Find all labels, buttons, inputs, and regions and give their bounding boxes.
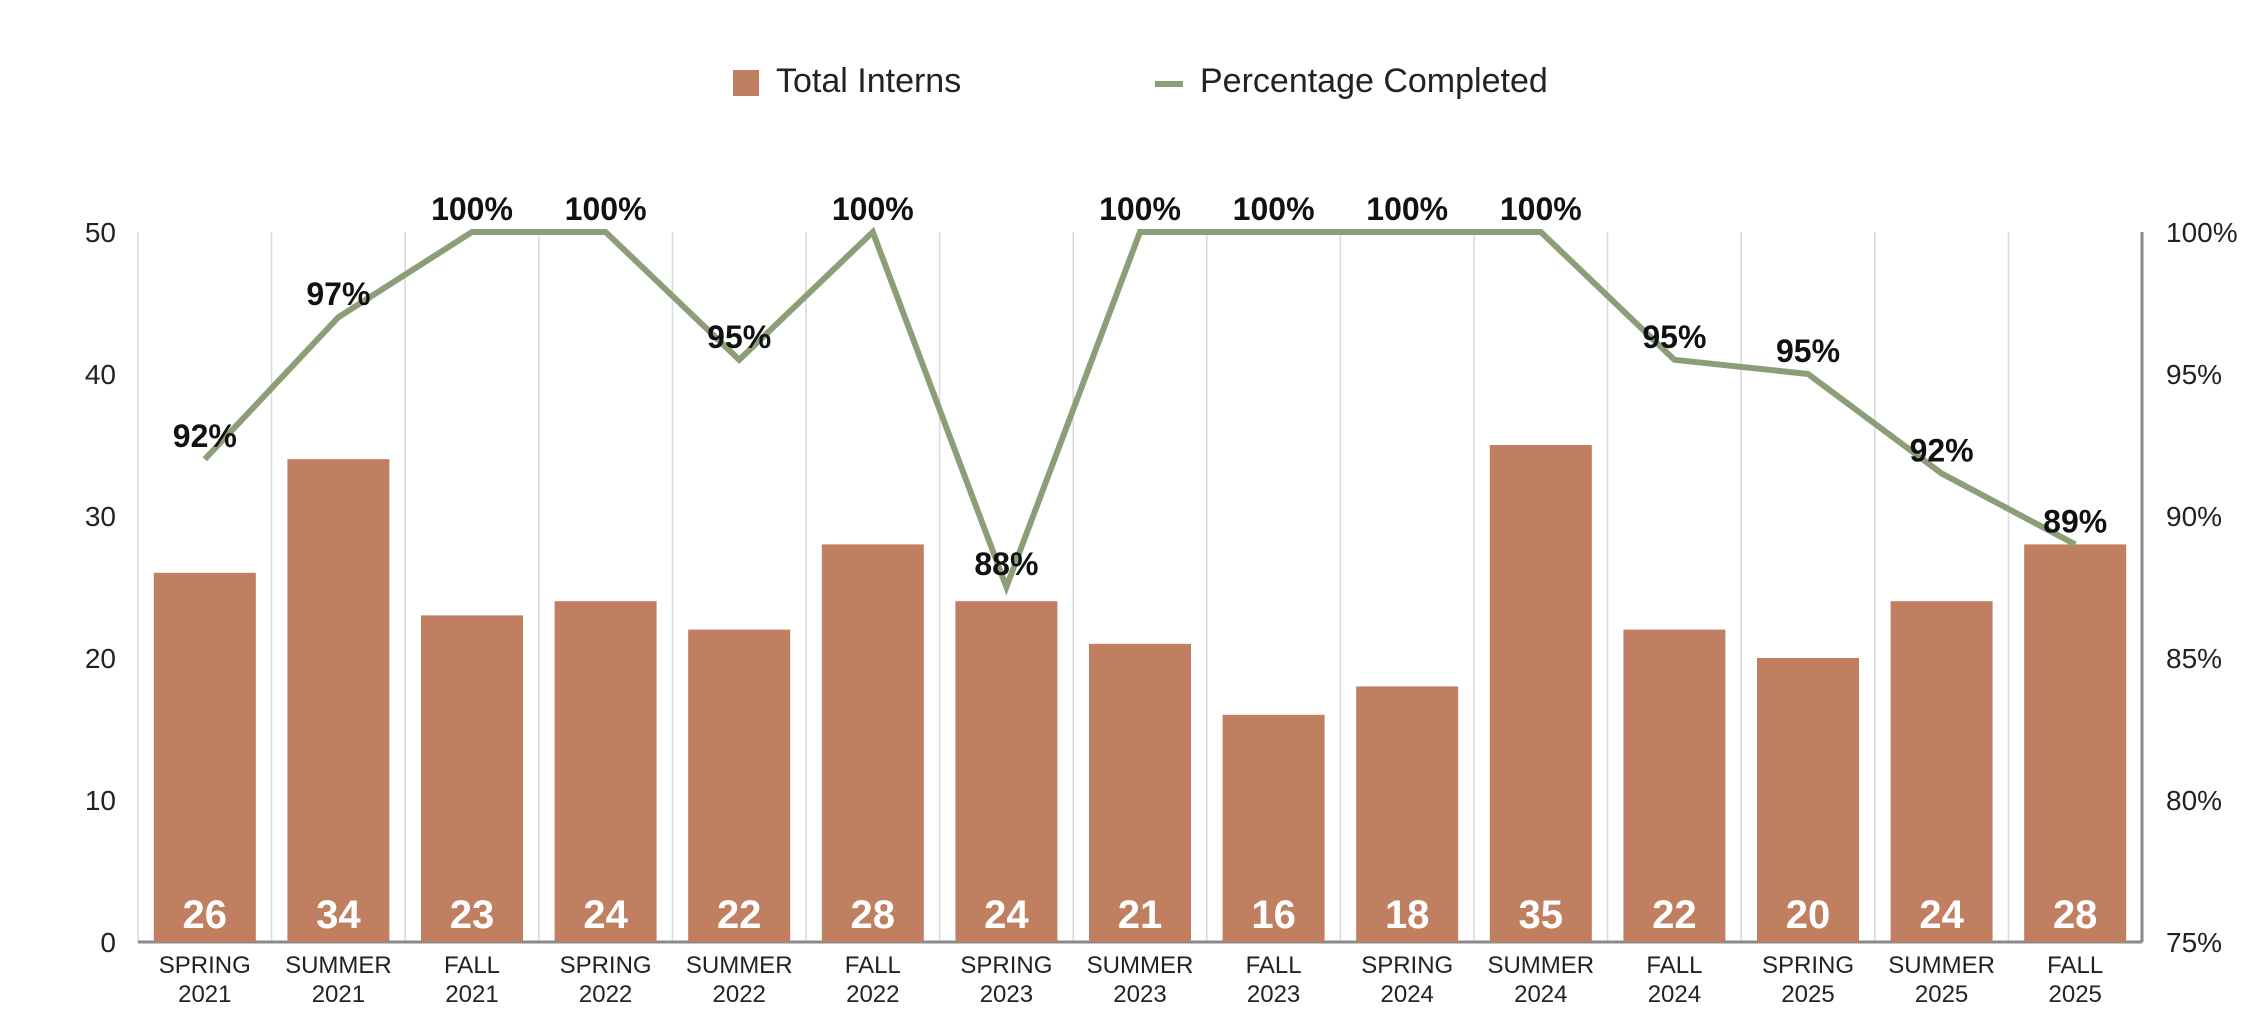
bar [1623, 629, 1726, 942]
line-value-label: 95% [1776, 333, 1840, 369]
left-axis-tick-label: 10 [85, 785, 116, 816]
bar-value-label: 18 [1385, 893, 1430, 937]
left-axis-tick-label: 20 [85, 643, 116, 674]
bar-value-label: 24 [1919, 893, 1964, 937]
x-tick-label: FALL [444, 952, 500, 979]
bar [554, 601, 657, 942]
x-tick-label: SPRING [960, 952, 1052, 979]
x-tick-label-year: 2023 [980, 981, 1033, 1008]
line-value-label: 89% [2043, 503, 2107, 539]
x-tick-label: SUMMER [1487, 952, 1594, 979]
line-value-label: 92% [1910, 432, 1974, 468]
bar [421, 615, 523, 942]
line-value-label: 88% [974, 546, 1038, 582]
line-series [202, 226, 2077, 596]
right-axis-tick-label: 80% [2166, 785, 2222, 816]
x-tick-label-year: 2023 [1247, 981, 1300, 1008]
bar-value-label: 21 [1118, 893, 1163, 937]
right-axis-tick-label: 90% [2166, 501, 2222, 532]
bar [1356, 686, 1459, 942]
left-axis-tick-label: 50 [85, 217, 116, 248]
x-tick-label-year: 2021 [178, 981, 231, 1008]
legend: Total Interns Percentage Completed [733, 62, 1548, 100]
x-tick-label: SUMMER [686, 952, 793, 979]
x-tick-label-year: 2022 [579, 981, 632, 1008]
x-tick-label-year: 2025 [1781, 981, 1834, 1008]
x-tick-label: FALL [1646, 952, 1702, 979]
x-tick-label: SPRING [1361, 952, 1453, 979]
line-value-label: 100% [1500, 191, 1582, 227]
left-axis-tick-label: 30 [85, 501, 116, 532]
right-axis-tick-label: 75% [2166, 927, 2222, 958]
bar-value-label: 26 [183, 893, 228, 937]
bar-value-label: 28 [851, 893, 896, 937]
bar [1089, 643, 1191, 942]
bar-value-label: 24 [984, 893, 1029, 937]
line-value-label: 92% [173, 418, 237, 454]
legend-label-total-interns: Total Interns [776, 62, 961, 100]
right-axis-tick-label: 85% [2166, 643, 2222, 674]
bar-series [153, 445, 2127, 942]
line-value-label: 100% [832, 191, 914, 227]
x-tick-label: SPRING [560, 952, 652, 979]
x-tick-label-year: 2022 [713, 981, 766, 1008]
x-tick-label-year: 2024 [1381, 981, 1434, 1008]
x-tick-label: SPRING [1762, 952, 1854, 979]
bar [821, 544, 924, 942]
bar [1890, 601, 1993, 942]
bar-value-label: 23 [450, 893, 495, 937]
bar-value-label: 20 [1786, 893, 1831, 937]
percentage-line [202, 226, 2077, 596]
x-tick-label: FALL [2047, 952, 2103, 979]
line-value-label: 100% [1099, 191, 1181, 227]
line-value-label: 100% [431, 191, 513, 227]
bar [1222, 714, 1325, 942]
x-tick-label: FALL [1246, 952, 1302, 979]
legend-label-percentage-completed: Percentage Completed [1200, 62, 1548, 100]
line-value-label: 97% [306, 276, 370, 312]
bar-value-label: 24 [583, 893, 628, 937]
line-value-label: 95% [1642, 319, 1706, 355]
bar [1489, 445, 1592, 942]
line-value-label: 95% [707, 319, 771, 355]
right-axis-tick-label: 100% [2166, 217, 2238, 248]
bar-value-label: 28 [2053, 893, 2098, 937]
bar [1757, 658, 1859, 942]
line-value-label: 100% [1233, 191, 1315, 227]
data-labels: 26 34 23 24 22 28 24 21 16 18 35 22 20 24 28 92% 97% 100%… [173, 191, 2107, 937]
right-axis-tick-label: 95% [2166, 359, 2222, 390]
bar [2024, 544, 2127, 942]
x-tick-label: FALL [845, 952, 901, 979]
bar-value-label: 35 [1519, 893, 1564, 937]
line-value-label: 100% [565, 191, 647, 227]
bar [955, 601, 1058, 942]
x-tick-label-year: 2021 [445, 981, 498, 1008]
x-tick-label: SUMMER [1087, 952, 1194, 979]
bar-value-label: 22 [1652, 893, 1697, 937]
x-tick-label-year: 2021 [312, 981, 365, 1008]
bar-value-label: 22 [717, 893, 762, 937]
x-tick-label-year: 2024 [1514, 981, 1567, 1008]
left-axis-tick-label: 0 [100, 927, 116, 958]
x-tick-label-year: 2025 [1915, 981, 1968, 1008]
bar-value-label: 34 [316, 893, 361, 937]
x-tick-label-year: 2025 [2049, 981, 2102, 1008]
x-tick-label: SUMMER [285, 952, 392, 979]
legend-swatch-total-interns [733, 70, 759, 96]
x-tick-label: SUMMER [1888, 952, 1995, 979]
x-tick-label-year: 2024 [1648, 981, 1701, 1008]
line-value-label: 100% [1366, 191, 1448, 227]
x-tick-label: SPRING [159, 952, 251, 979]
bar [153, 572, 256, 942]
bar-value-label: 16 [1251, 893, 1296, 937]
x-tick-label-year: 2023 [1113, 981, 1166, 1008]
bar [287, 459, 390, 942]
bar [688, 629, 791, 942]
x-tick-label-year: 2022 [846, 981, 899, 1008]
left-axis-tick-label: 40 [85, 359, 116, 390]
